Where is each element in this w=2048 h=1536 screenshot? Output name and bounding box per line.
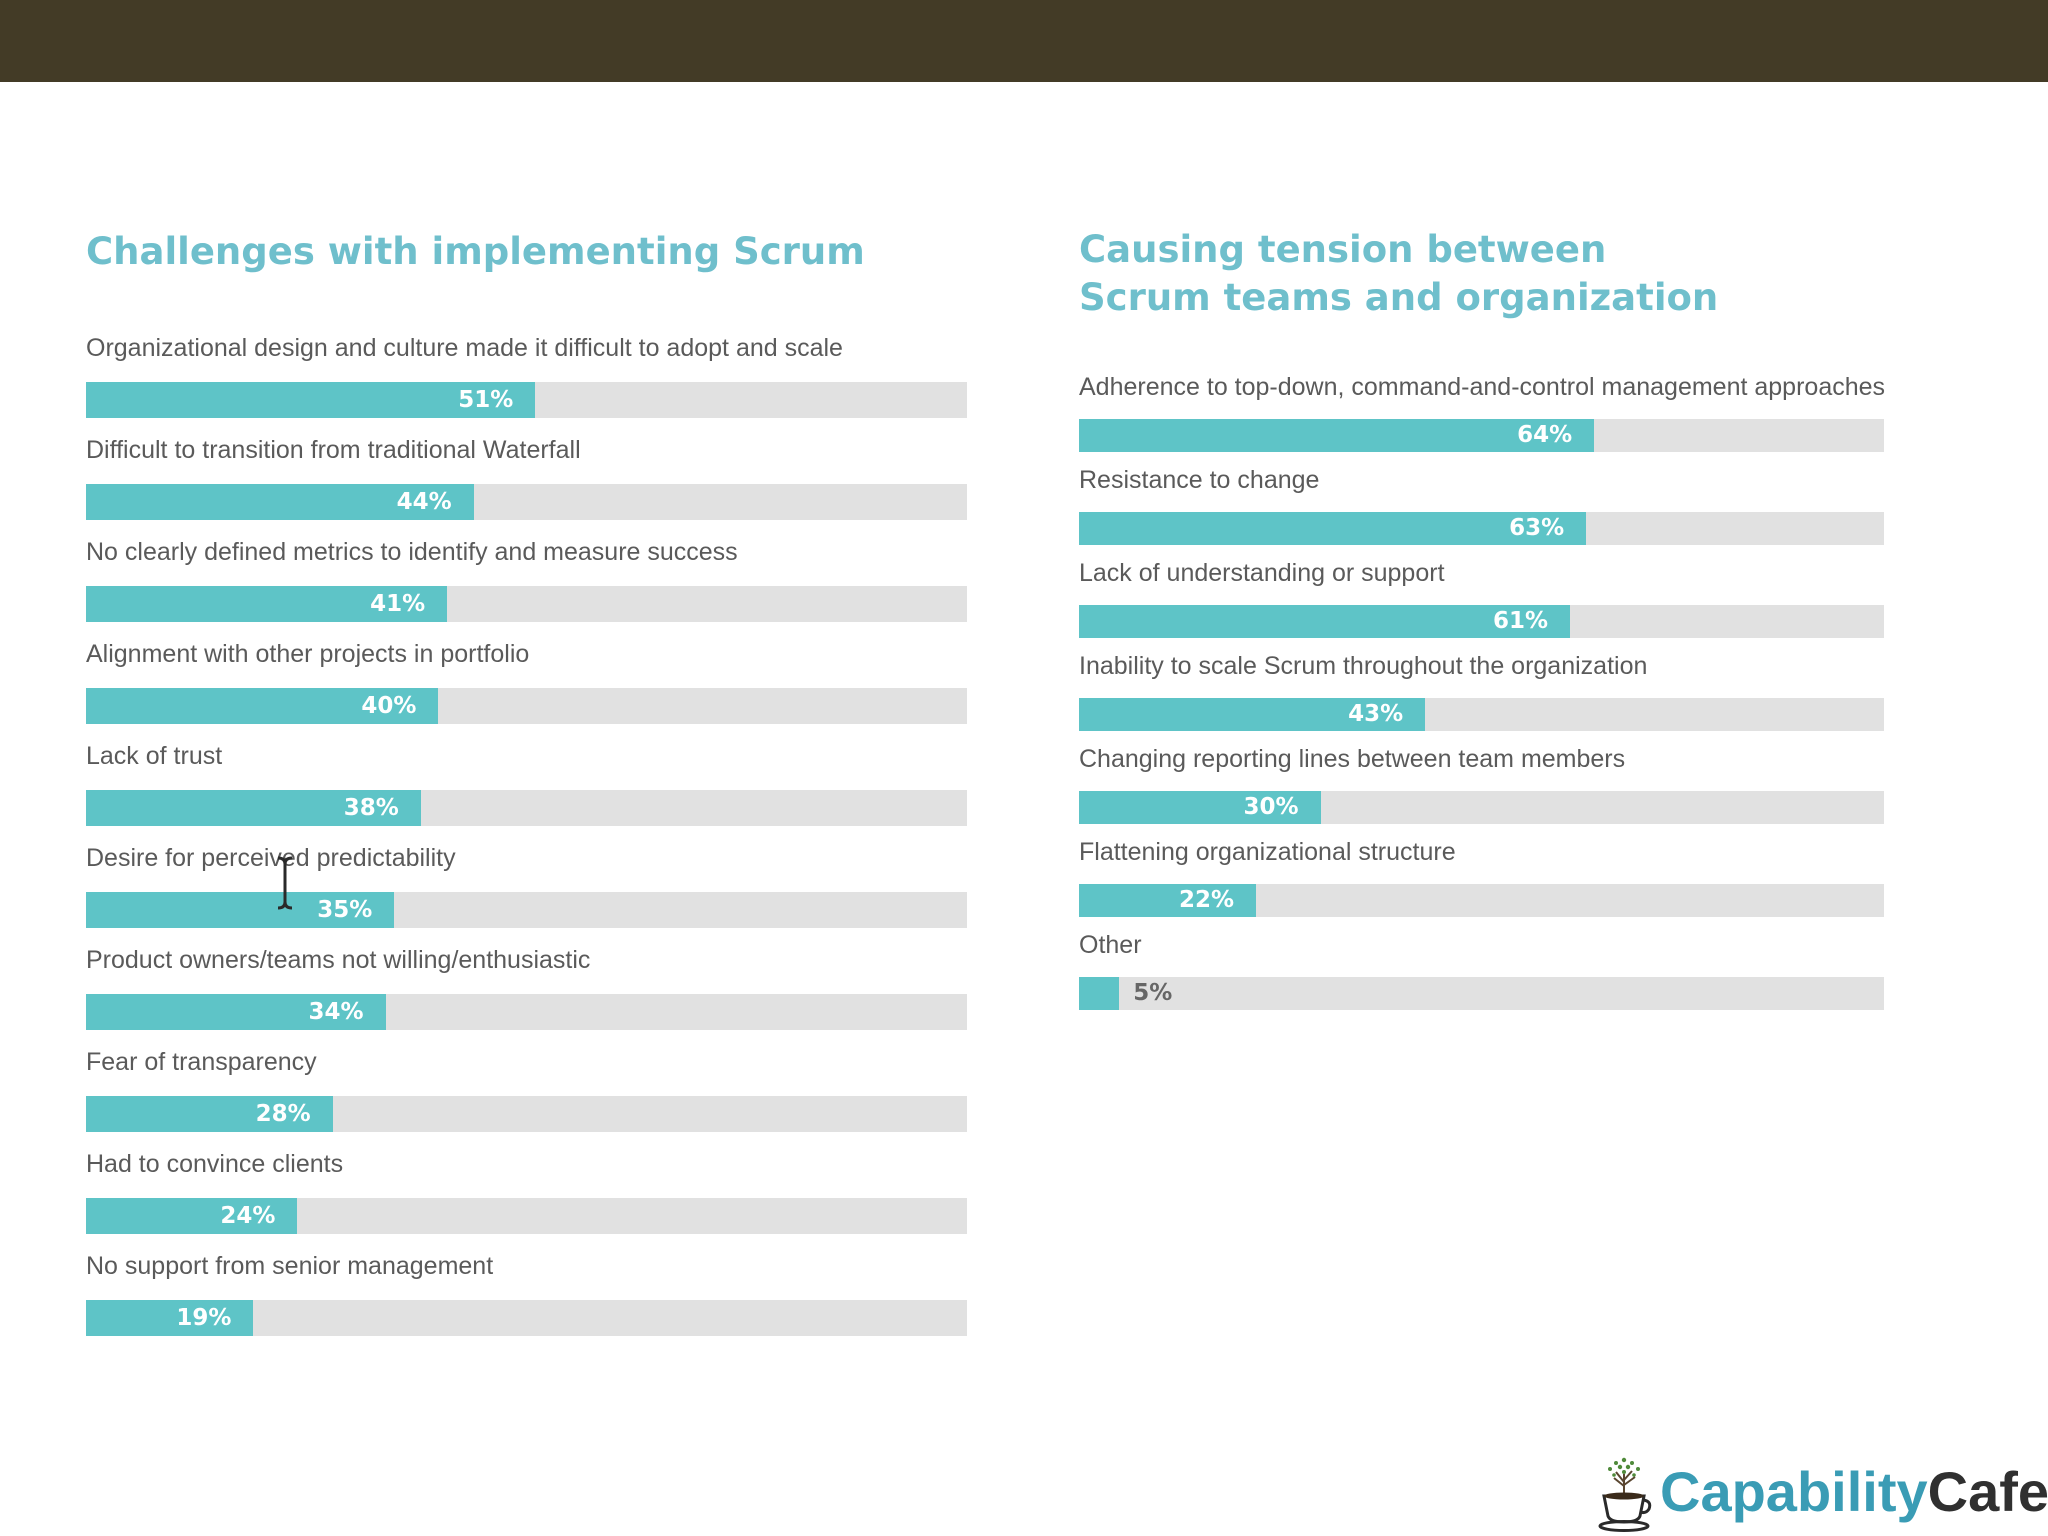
category-label: Organizational design and culture made i…: [86, 334, 843, 362]
logo-wordmark: CapabilityCafe: [1660, 1460, 2048, 1524]
bar-track: 22%: [1079, 884, 1884, 917]
coffee-cup-tree-icon: [1598, 1457, 1652, 1532]
bar: [86, 892, 395, 928]
bar: [1079, 698, 1426, 731]
bar-value-label: 35%: [317, 897, 373, 923]
bar-track: 64%: [1079, 419, 1884, 452]
bar: [1079, 605, 1571, 638]
bar-value-label: 51%: [458, 387, 514, 413]
left-chart-title: Challenges with implementing Scrum: [86, 230, 865, 273]
category-label: Flattening organizational structure: [1079, 838, 1456, 866]
text-cursor-icon: [277, 856, 293, 910]
logo-word-cafe: Cafe: [1927, 1460, 2048, 1523]
category-label: Adherence to top-down, command-and-contr…: [1079, 373, 1886, 401]
category-label: No support from senior management: [86, 1252, 494, 1280]
bar-value-label: 38%: [343, 795, 399, 821]
category-label: No clearly defined metrics to identify a…: [86, 538, 738, 566]
bar-track: 28%: [86, 1096, 967, 1132]
top-header-band: [0, 0, 2048, 82]
bar: [86, 382, 536, 418]
bar-track: 41%: [86, 586, 967, 622]
bar-value-label: 22%: [1179, 887, 1235, 913]
category-label: Resistance to change: [1079, 466, 1320, 494]
bar: [86, 790, 421, 826]
category-label: Product owners/teams not willing/enthusi…: [86, 946, 591, 974]
right-chart-title: Causing tension between Scrum teams and …: [1079, 228, 1719, 319]
bar: [1079, 419, 1595, 452]
bar-track: 51%: [86, 382, 967, 418]
category-label: Had to convince clients: [86, 1150, 344, 1178]
category-label: Lack of understanding or support: [1079, 559, 1445, 587]
bar: [1079, 791, 1321, 824]
category-label: Changing reporting lines between team me…: [1079, 745, 1626, 773]
bar: [86, 1096, 333, 1132]
bar-track: 63%: [1079, 512, 1884, 545]
bar-value-label: 44%: [396, 489, 452, 515]
bar-track: 40%: [86, 688, 967, 724]
bar-value-label: 43%: [1348, 701, 1404, 727]
bar: [1079, 512, 1587, 545]
category-label: Other: [1079, 931, 1142, 959]
bar-track: 43%: [1079, 698, 1884, 731]
bar-value-label: 30%: [1243, 794, 1299, 820]
bar-value-label: 63%: [1509, 515, 1565, 541]
category-label: Desire for perceived predictability: [86, 844, 456, 872]
category-label: Lack of trust: [86, 742, 223, 770]
bar-value-label: 40%: [361, 693, 417, 719]
bar: [86, 994, 386, 1030]
bar: [86, 688, 439, 724]
bar: [86, 1198, 298, 1234]
bar-track: 34%: [86, 994, 967, 1030]
category-label: Difficult to transition from traditional…: [86, 436, 581, 464]
bar-track: 35%: [86, 892, 967, 928]
bar-value-label: 64%: [1517, 422, 1573, 448]
bar-track: 24%: [86, 1198, 967, 1234]
category-label: Fear of transparency: [86, 1048, 317, 1076]
bar: [86, 1300, 254, 1336]
bar-track: 61%: [1079, 605, 1884, 638]
bar: [1079, 884, 1257, 917]
bar: [86, 586, 448, 622]
bar-track: 38%: [86, 790, 967, 826]
bar-track: 5%: [1079, 977, 1884, 1010]
bar-track: 30%: [1079, 791, 1884, 824]
bar-value-label: 19%: [176, 1305, 232, 1331]
capabilitycafe-logo: CapabilityCafe: [1594, 1452, 2048, 1536]
bar: [1079, 977, 1120, 1010]
bar-value-label: 41%: [370, 591, 426, 617]
bar-value-label: 61%: [1492, 608, 1549, 634]
logo-word-capability: Capability: [1660, 1460, 1928, 1523]
category-label: Inability to scale Scrum throughout the …: [1079, 652, 1648, 680]
bar-value-label: 5%: [1133, 980, 1173, 1006]
bar-track: 19%: [86, 1300, 967, 1336]
bar-value-label: 24%: [220, 1203, 276, 1229]
bar-track: 44%: [86, 484, 967, 520]
category-label: Alignment with other projects in portfol…: [86, 640, 530, 668]
bar: [86, 484, 474, 520]
bar-value-label: 34%: [308, 999, 364, 1025]
bar-value-label: 28%: [255, 1101, 311, 1127]
